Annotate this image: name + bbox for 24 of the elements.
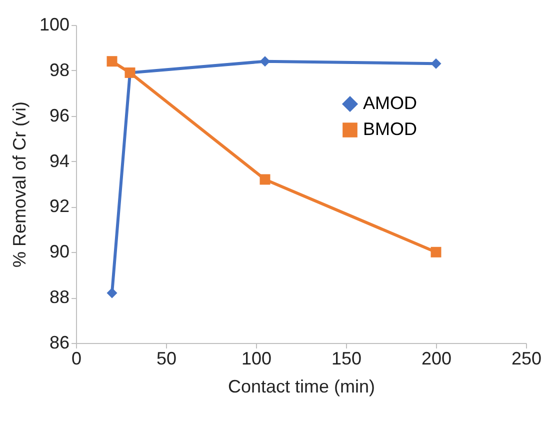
point <box>106 288 118 298</box>
x-tick-label: 0 <box>71 348 82 368</box>
point <box>260 56 270 67</box>
point <box>106 56 118 67</box>
x-tick-label: 50 <box>156 348 177 368</box>
y-tick-label: 90 <box>49 242 70 262</box>
y-tick-label: 92 <box>49 196 70 216</box>
point <box>430 246 442 258</box>
y-tick-label: 96 <box>49 105 70 126</box>
y-tick-label: 88 <box>49 287 70 308</box>
y-tick-label: 86 <box>49 332 70 352</box>
y-tick-label: 98 <box>49 60 70 80</box>
legend-label: AMOD <box>363 93 417 113</box>
x-tick-label: 150 <box>331 348 362 368</box>
x-tick-label: 250 <box>511 348 542 368</box>
legend-label: BMOD <box>363 119 417 139</box>
x-tick-label: 200 <box>421 348 452 368</box>
x-tick-label: 100 <box>241 348 272 368</box>
y-tick-label: 100 <box>39 14 70 34</box>
y-axis-title: % Removal of Cr (vi) <box>9 101 30 268</box>
point <box>430 58 442 69</box>
point <box>260 174 270 185</box>
y-tick-label: 94 <box>49 150 70 171</box>
x-axis-title: Contact time (min) <box>228 376 376 396</box>
